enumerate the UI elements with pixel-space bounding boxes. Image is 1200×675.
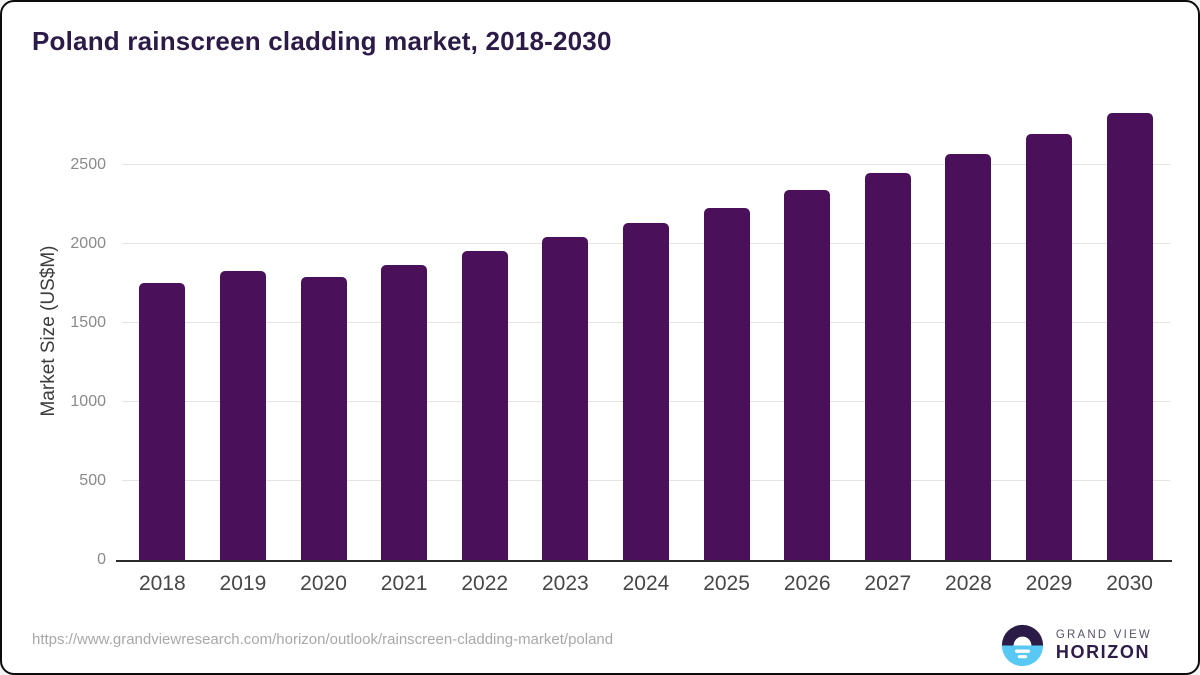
bar-2021 [381, 264, 428, 560]
y-tick-label-0: 0 [97, 551, 106, 568]
y-axis-labels: 0 500 1000 1500 2000 2500 [2, 102, 106, 568]
grandview-horizon-logo-icon [1001, 624, 1043, 667]
logo-text: GRAND VIEW HORIZON [1056, 629, 1152, 663]
x-tick-label-2019: 2019 [219, 572, 267, 595]
y-tick-label-2500: 2500 [70, 156, 106, 174]
bar-slot-2027 [847, 173, 928, 560]
bar-slot-2023 [525, 237, 606, 560]
bar-slot-2021 [364, 264, 445, 560]
x-tick-label-2022: 2022 [461, 572, 509, 595]
bar-slot-2020 [283, 277, 364, 560]
bar-2028 [945, 154, 992, 560]
bar-2027 [864, 173, 911, 560]
bar-slot-2018 [122, 282, 203, 560]
x-axis-labels: 2018 2019 2020 2021 2022 2023 2024 2025 2026 2027… [122, 572, 1170, 596]
grandview-horizon-logo: GRAND VIEW HORIZON [1000, 623, 1152, 668]
bar-slot-2025 [686, 207, 767, 560]
bar-2030 [1106, 113, 1153, 560]
y-tick-label-1000: 1000 [70, 393, 106, 411]
x-tick-label-2029: 2029 [1025, 572, 1073, 595]
x-tick-label-2027: 2027 [864, 572, 912, 595]
x-tick-label-2020: 2020 [300, 572, 347, 595]
bar-slot-2028 [928, 154, 1009, 560]
bar-2022 [461, 251, 508, 560]
x-tick-label-2025: 2025 [703, 572, 750, 595]
x-tick-label-2030: 2030 [1106, 572, 1153, 595]
y-tick-label-500: 500 [79, 472, 106, 490]
bar-2019 [219, 271, 266, 560]
bar-2025 [703, 207, 750, 560]
x-tick-label-2024: 2024 [622, 572, 670, 595]
bar-2024 [622, 222, 669, 560]
bar-2026 [784, 190, 831, 560]
y-tick-label-1500: 1500 [70, 314, 106, 332]
bar-slot-2022 [444, 251, 525, 560]
bar-2023 [542, 237, 589, 560]
bar-slot-2019 [203, 271, 284, 560]
y-tick-label-2000: 2000 [70, 235, 106, 253]
bar-slot-2029 [1009, 134, 1090, 560]
bar-slot-2030 [1089, 113, 1170, 560]
bar-2020 [300, 277, 347, 560]
page-title: Poland rainscreen cladding market, 2018-… [32, 26, 612, 56]
x-tick-label-2021: 2021 [380, 572, 428, 595]
x-axis-line [116, 560, 1172, 562]
bar-slot-2024 [606, 222, 687, 560]
x-tick-label-2026: 2026 [783, 572, 831, 595]
plot-area [116, 102, 1172, 562]
x-tick-label-2028: 2028 [945, 572, 992, 595]
x-tick-label-2023: 2023 [541, 572, 589, 595]
bar-2018 [139, 282, 186, 560]
logo-text-grand-view: GRAND VIEW [1055, 628, 1152, 641]
bars [122, 102, 1170, 560]
bar-slot-2026 [767, 190, 848, 560]
gridline-2500 [122, 164, 1170, 166]
bar-2029 [1026, 134, 1072, 560]
logo-text-horizon: HORIZON [1055, 641, 1151, 662]
x-tick-label-2018: 2018 [138, 572, 186, 595]
source-url: https://www.grandviewresearch.com/horizo… [32, 631, 614, 648]
